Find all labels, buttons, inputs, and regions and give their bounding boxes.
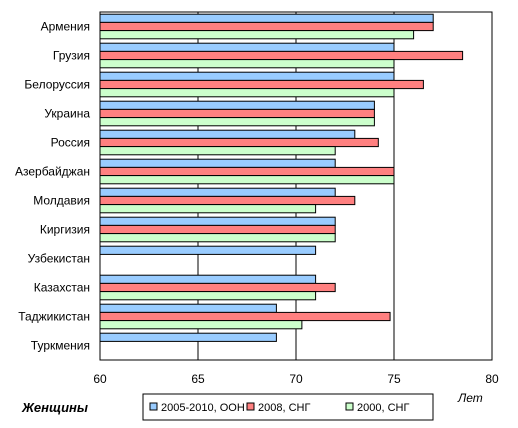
category-label: Киргизия [40, 223, 90, 237]
bar-2 [99, 79, 424, 90]
bar-1 [99, 332, 277, 342]
bar-3 [99, 117, 375, 127]
legend-label: 2008, СНГ [258, 402, 310, 414]
bar-1 [99, 129, 356, 139]
bar-2 [99, 50, 464, 61]
x-tick-label: 75 [387, 372, 401, 386]
bar-3 [99, 146, 336, 156]
category-label: Азербайджан [15, 165, 90, 179]
category-label: Таджикистан [18, 310, 90, 324]
plot-area-border [99, 11, 493, 361]
bar-1 [99, 42, 395, 52]
legend-swatch [246, 402, 255, 411]
bar-1 [99, 13, 434, 23]
bar-3 [99, 291, 317, 301]
bar-1 [99, 216, 336, 226]
x-tick-label: 60 [93, 372, 107, 386]
category-label: Армения [41, 20, 90, 34]
x-tick-label: 70 [289, 372, 303, 386]
bar-2 [99, 137, 379, 148]
bars [99, 13, 464, 342]
bar-2 [99, 166, 395, 177]
bar-2 [99, 108, 375, 119]
category-label: Россия [51, 136, 90, 150]
bar-1 [99, 274, 317, 284]
x-tick-label: 65 [191, 372, 205, 386]
bar-1 [99, 100, 375, 110]
category-label: Казахстан [34, 281, 90, 295]
legend-swatch [149, 402, 158, 411]
category-label: Украина [44, 107, 90, 121]
bar-1 [99, 71, 395, 81]
bar-2 [99, 224, 336, 235]
bar-2 [99, 282, 336, 293]
legend-box [142, 393, 434, 421]
x-tick-labels: 60 65 70 75 80 [93, 372, 499, 386]
x-unit-label: Лет [457, 391, 483, 405]
bar-3 [99, 320, 303, 330]
category-label: Узбекистан [28, 252, 90, 266]
bar-3 [99, 204, 317, 214]
legend-swatch [345, 402, 354, 411]
bar-1 [99, 187, 336, 197]
category-labels: Армения Грузия Белоруссия Украина Россия Азер… [15, 20, 90, 353]
category-label: Туркмения [31, 339, 90, 353]
bar-1 [99, 158, 336, 168]
legend-label: 2005-2010, ООН [161, 402, 245, 414]
category-label: Грузия [53, 49, 90, 63]
bar-3 [99, 233, 336, 243]
category-label: Белоруссия [24, 78, 90, 92]
bar-3 [99, 88, 395, 98]
x-tick-label: 80 [485, 372, 499, 386]
bar-1 [99, 303, 277, 313]
bar-3 [99, 175, 395, 185]
chart-caption: Женщины [21, 400, 88, 415]
bar-3 [99, 30, 415, 40]
bar-2 [99, 311, 391, 322]
category-label: Молдавия [33, 194, 90, 208]
legend-label: 2000, СНГ [357, 402, 409, 414]
bar-2 [99, 195, 356, 206]
bar-1 [99, 245, 317, 255]
bar-3 [99, 59, 395, 69]
bar-2 [99, 21, 434, 32]
legend: 2005-2010, ООН 2008, СНГ 2000, СНГ [142, 393, 434, 421]
